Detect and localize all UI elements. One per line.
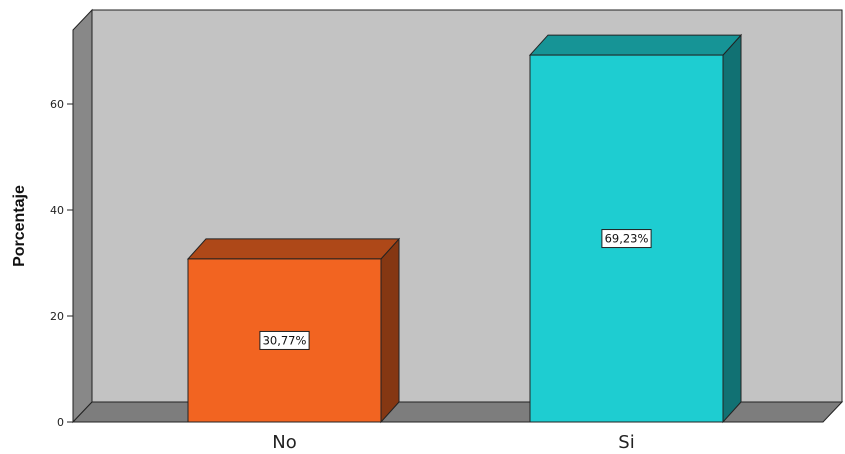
data-label-text: 30,77% bbox=[263, 333, 307, 347]
y-tick-label: 60 bbox=[50, 98, 64, 111]
y-axis-label: Porcentaje bbox=[11, 185, 28, 267]
bar-no: 30,77% bbox=[186, 237, 401, 424]
x-category-label: Si bbox=[618, 432, 634, 453]
data-label-box bbox=[259, 330, 310, 350]
data-label-box bbox=[601, 229, 652, 249]
y-tick-label: 40 bbox=[50, 204, 64, 217]
data-label: 69,23% bbox=[601, 229, 652, 249]
x-category-label: No bbox=[272, 432, 296, 453]
left-wall bbox=[72, 8, 93, 424]
y-tick-label: 0 bbox=[57, 416, 64, 429]
bar-top-face bbox=[528, 34, 743, 56]
y-tick-label: 20 bbox=[50, 310, 64, 323]
bars: 30,77% 69,23% bbox=[186, 33, 743, 424]
bar-si: 69,23% bbox=[528, 33, 743, 424]
bar-side-face bbox=[722, 33, 742, 424]
bar-top-face bbox=[186, 238, 401, 260]
y-axis: 0 20 40 60 bbox=[50, 98, 73, 429]
data-label-text: 69,23% bbox=[605, 232, 649, 246]
data-label: 30,77% bbox=[259, 330, 310, 350]
x-axis-labels: No Si bbox=[272, 432, 634, 453]
bar-side-face bbox=[380, 237, 400, 424]
